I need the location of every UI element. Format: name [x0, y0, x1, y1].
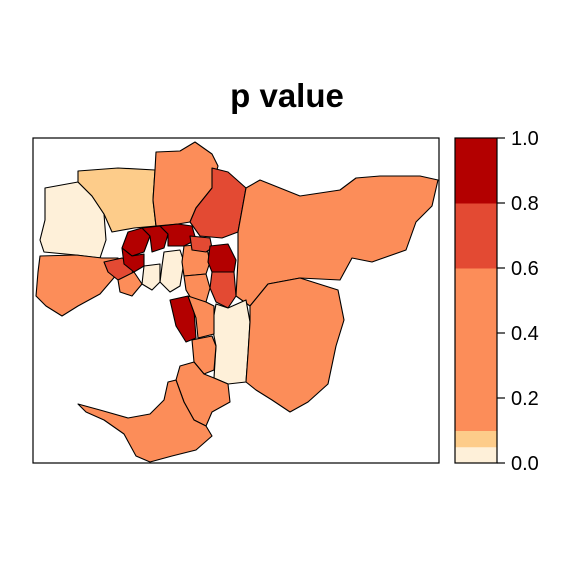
- legend-band: [455, 430, 497, 448]
- legend-tick-label: 0.2: [511, 388, 539, 410]
- legend-tick-label: 0.0: [511, 453, 539, 475]
- map-title: p value: [230, 77, 344, 114]
- region-inner-north-3: [159, 223, 197, 247]
- legend-tick-label: 1.0: [511, 128, 539, 150]
- region-south-east: [245, 277, 345, 413]
- region-inner-north-4: [117, 271, 143, 297]
- legend-band: [455, 268, 497, 301]
- region-north-west: [77, 167, 157, 233]
- legend-band: [455, 300, 497, 431]
- region-inner-east-2: [207, 243, 237, 273]
- legend-band: [455, 446, 497, 464]
- map-frame: [32, 137, 440, 464]
- choropleth-map: [35, 141, 439, 463]
- region-west: [35, 254, 123, 317]
- region-inner-east-3: [209, 271, 237, 309]
- legend-frame: [454, 137, 498, 464]
- legend-tick-label: 0.6: [511, 258, 539, 280]
- legend-band: [455, 138, 497, 204]
- region-south-east-middle: [211, 299, 251, 385]
- region-east: [235, 175, 439, 307]
- region-inner-east-1: [189, 235, 213, 253]
- region-peninsula: [77, 379, 213, 463]
- region-bayside-2: [187, 295, 215, 339]
- region-north-east: [189, 167, 247, 239]
- legend-tick-label: 0.8: [511, 193, 539, 215]
- region-inner-bay: [141, 263, 161, 291]
- legend-tick-label: 0.4: [511, 323, 539, 345]
- legend-band: [455, 203, 497, 269]
- color-legend: 0.0 0.2 0.4 0.6 0.8 1.0: [454, 128, 539, 475]
- region-inner-central: [159, 249, 185, 293]
